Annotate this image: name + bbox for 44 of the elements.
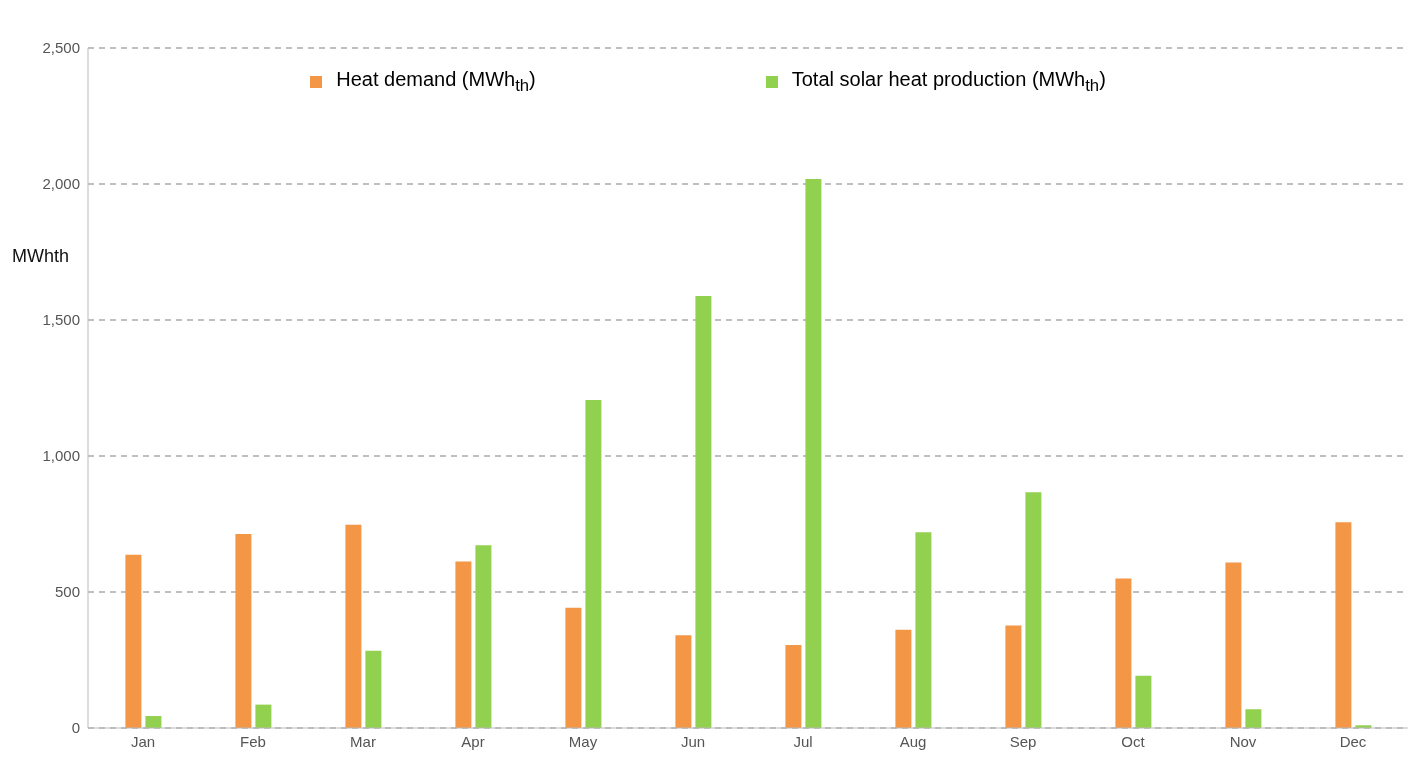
legend-label: Heat demand (MWh$_{th}$): [336, 68, 536, 96]
bar: [1115, 578, 1132, 728]
bar: [255, 704, 272, 728]
y-axis-title: MWhth: [12, 246, 70, 266]
y-tick-label: 2,000: [42, 175, 80, 193]
bar: [345, 524, 362, 728]
x-tick-label: Jan: [130, 732, 156, 750]
x-tick-label: Apr: [461, 732, 485, 750]
bar: [365, 650, 382, 728]
bar: [1245, 709, 1262, 728]
x-tick-label: Aug: [899, 732, 927, 750]
y-tick-label: 2,500: [42, 39, 80, 57]
bar: [565, 607, 582, 728]
y-tick-label: 0: [71, 719, 80, 737]
x-tick-label: Feb: [240, 732, 266, 750]
bar: [125, 554, 142, 728]
bar: [1135, 675, 1152, 728]
bar: [1025, 492, 1042, 728]
bar: [805, 179, 822, 728]
bar: [675, 635, 692, 728]
bar: [475, 545, 492, 728]
x-tick-label: Mar: [350, 732, 376, 750]
bar: [915, 532, 932, 728]
y-tick-label: 1,500: [42, 311, 80, 329]
x-tick-label: Dec: [1339, 732, 1367, 750]
bar: [585, 399, 602, 728]
bar: [895, 629, 912, 728]
x-tick-label: Oct: [1121, 732, 1146, 750]
bar: [1335, 522, 1352, 728]
bar: [455, 561, 472, 728]
y-tick-label: 500: [54, 583, 80, 601]
x-tick-label: Sep: [1009, 732, 1037, 750]
bar: [695, 296, 712, 728]
x-tick-label: Jun: [680, 732, 706, 750]
x-tick-label: Nov: [1229, 732, 1257, 750]
bar: [235, 534, 252, 728]
bar: [1225, 562, 1242, 728]
bar: [1005, 625, 1022, 728]
x-tick-label: Jul: [793, 732, 813, 750]
legend-label: Total solar heat production (MWh$_{th}$): [791, 68, 1106, 96]
bar: [785, 645, 802, 728]
bar: [145, 716, 162, 728]
y-tick-label: 1,000: [42, 447, 80, 465]
x-tick-label: May: [568, 732, 598, 750]
